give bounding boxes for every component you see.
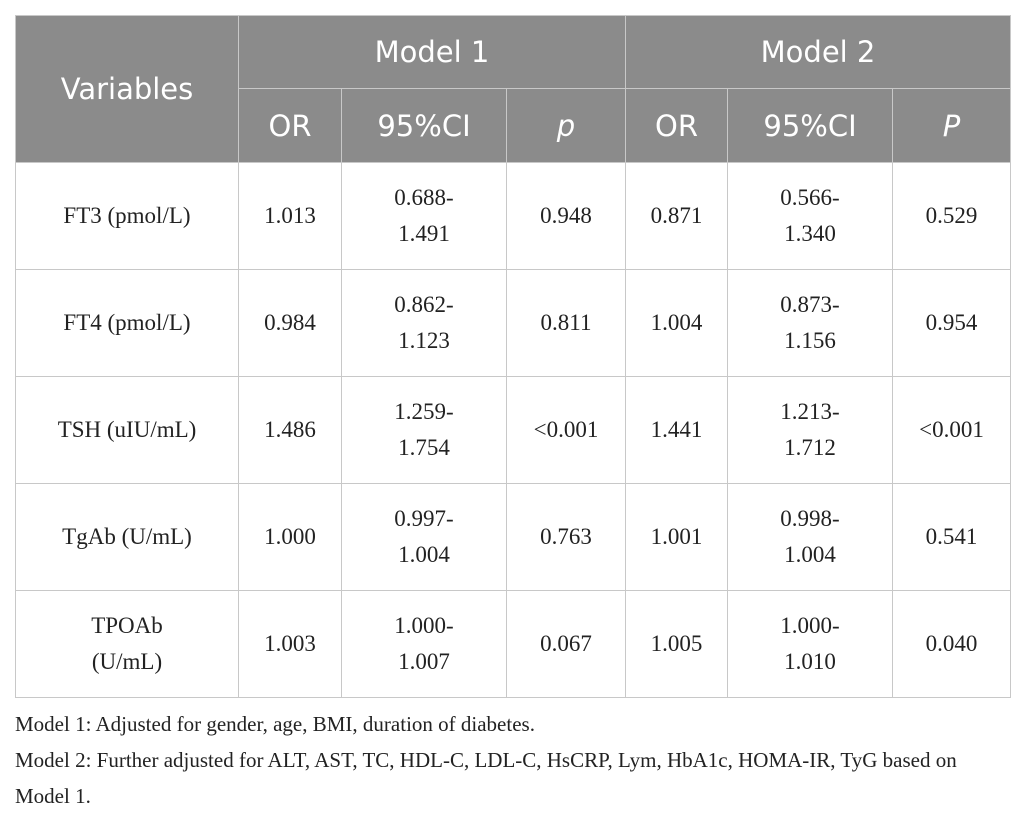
- table-row: TgAb (U/mL) 1.000 0.997- 1.004 0.763 1.001 0.…: [15, 483, 1012, 591]
- table-cell: 0.873- 1.156: [727, 269, 894, 377]
- footnotes: Model 1: Adjusted for gender, age, BMI, …: [15, 706, 1010, 814]
- table-cell: 0.997- 1.004: [341, 483, 507, 591]
- table-cell: 0.566- 1.340: [727, 162, 894, 270]
- table-cell: 1.003: [238, 590, 342, 698]
- row-label: TgAb (U/mL): [15, 483, 239, 591]
- data-table: Variables Model 1 Model 2 OR 95%CI p OR 95%C…: [15, 15, 1012, 698]
- table-cell: 0.954: [892, 269, 1012, 377]
- table-cell: 0.948: [505, 162, 627, 270]
- table-cell: 1.259- 1.754: [341, 376, 507, 484]
- subheader-cell: p: [505, 88, 627, 163]
- table-cell: 0.067: [505, 590, 627, 698]
- table-cell: 0.763: [505, 483, 627, 591]
- table-cell: 1.000- 1.007: [341, 590, 507, 698]
- table-row: TSH (uIU/mL) 1.486 1.259- 1.754 <0.001 1.441…: [15, 376, 1012, 484]
- table-cell: 1.486: [238, 376, 342, 484]
- table-cell: 0.040: [892, 590, 1012, 698]
- table-cell: 1.441: [625, 376, 729, 484]
- footnote: Model 2: Further adjusted for ALT, AST, …: [15, 748, 957, 808]
- table-cell: 0.862- 1.123: [341, 269, 507, 377]
- header-cell: Variables: [15, 15, 239, 163]
- table-cell: 0.871: [625, 162, 729, 270]
- table-row: FT3 (pmol/L) 1.013 0.688- 1.491 0.948 0.871 0…: [15, 162, 1012, 270]
- table-cell: 1.004: [625, 269, 729, 377]
- table-cell: 1.005: [625, 590, 729, 698]
- table-row: FT4 (pmol/L) 0.984 0.862- 1.123 0.811 1.004 0…: [15, 269, 1012, 377]
- table-cell: 0.529: [892, 162, 1012, 270]
- table-cell: 1.000- 1.010: [727, 590, 894, 698]
- table-cell: 0.984: [238, 269, 342, 377]
- table-cell: 0.811: [505, 269, 627, 377]
- table-cell: 0.688- 1.491: [341, 162, 507, 270]
- table-cell: 0.541: [892, 483, 1012, 591]
- footnote: Model 1: Adjusted for gender, age, BMI, …: [15, 712, 535, 736]
- group-header: Model 2: [625, 15, 1012, 89]
- subheader-cell: 95%CI: [727, 88, 894, 163]
- table-cell: <0.001: [505, 376, 627, 484]
- subheader-cell: P: [892, 88, 1012, 163]
- table-row: TPOAb (U/mL) 1.003 1.000- 1.007 0.067 1.005 1…: [15, 590, 1012, 698]
- table-cell: 0.998- 1.004: [727, 483, 894, 591]
- row-label: FT4 (pmol/L): [15, 269, 239, 377]
- row-label: TSH (uIU/mL): [15, 376, 239, 484]
- subheader-cell: 95%CI: [341, 88, 507, 163]
- table-cell: 1.213- 1.712: [727, 376, 894, 484]
- table-cell: 1.013: [238, 162, 342, 270]
- row-label: FT3 (pmol/L): [15, 162, 239, 270]
- table-cell: 1.000: [238, 483, 342, 591]
- table-cell: 1.001: [625, 483, 729, 591]
- subheader-cell: OR: [238, 88, 342, 163]
- subheader-cell: OR: [625, 88, 729, 163]
- row-label: TPOAb (U/mL): [15, 590, 239, 698]
- table-cell: <0.001: [892, 376, 1012, 484]
- group-header: Model 1: [237, 15, 627, 89]
